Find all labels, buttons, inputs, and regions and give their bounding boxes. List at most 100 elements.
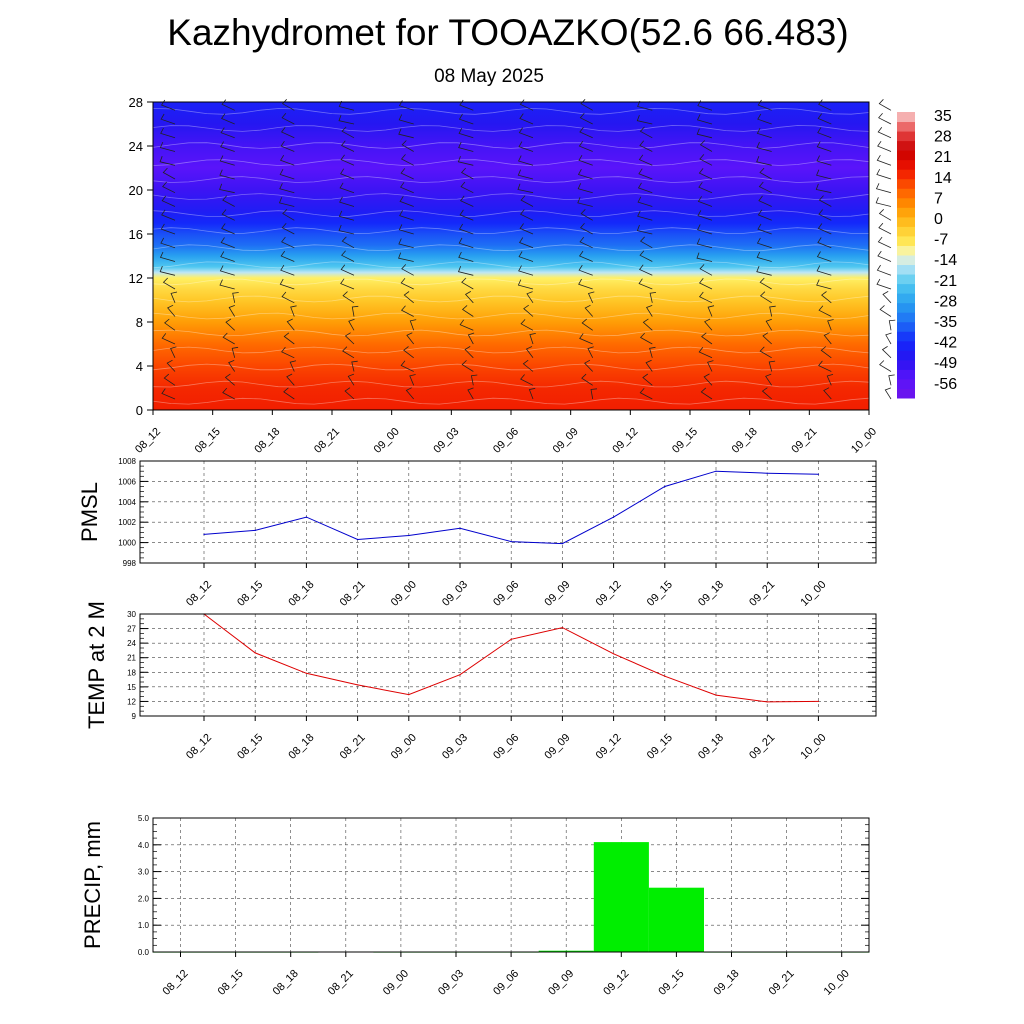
wind-barb — [877, 140, 892, 152]
colorbar-swatch — [897, 235, 915, 246]
wind-barb — [338, 224, 355, 235]
x-tick-label: 09_03 — [440, 579, 470, 609]
wind-barb — [161, 195, 176, 207]
wind-barb — [347, 373, 355, 386]
wind-barb — [758, 195, 772, 207]
temp-panel: 9 12 15 18 21 24 27 30 08_12 08_15 08_18 08_21 09_00… — [84, 601, 877, 762]
wind-barb — [459, 195, 474, 207]
wind-barb — [517, 183, 534, 194]
cross-section-panel: 0 4 8 12 16 20 24 28 08_12 08_15 08_18 08_21 09_00 09… — [129, 95, 896, 456]
contour-line — [152, 125, 870, 132]
wind-barb — [756, 237, 772, 249]
y-tick-label: 1008 — [118, 457, 136, 466]
wind-barb — [342, 291, 355, 304]
wind-barb — [584, 304, 593, 317]
wind-barb — [697, 224, 713, 235]
wind-barb — [518, 265, 534, 276]
plot-frame — [139, 613, 877, 717]
wind-barb — [817, 127, 832, 139]
wind-barb — [636, 114, 653, 125]
data-point — [715, 694, 717, 696]
wind-barb — [757, 223, 772, 235]
wind-barb — [461, 360, 474, 372]
wind-barb — [821, 291, 832, 304]
wind-barb — [286, 373, 295, 386]
contour-line — [152, 193, 870, 200]
wind-barb — [159, 251, 176, 262]
x-tick-label: 08_18 — [286, 579, 316, 609]
colorbar-swatch — [897, 169, 915, 180]
wind-barb — [526, 291, 534, 304]
x-tick-label: 09_06 — [491, 968, 521, 998]
wind-barb — [220, 141, 235, 152]
wind-barb — [340, 264, 355, 276]
wind-barb — [878, 222, 892, 235]
wind-barb — [281, 99, 295, 111]
wind-barb — [888, 319, 896, 331]
colorbar-label: 14 — [934, 170, 952, 187]
colorbar-label: 35 — [934, 108, 952, 125]
wind-barb — [697, 210, 713, 221]
wind-barb — [231, 346, 239, 358]
y-tick-label: 28 — [129, 95, 143, 110]
wind-barb — [403, 346, 414, 359]
wind-barb — [761, 387, 772, 400]
wind-barb — [280, 140, 295, 152]
x-tick-label: 08_21 — [312, 426, 342, 456]
colorbar-swatch — [897, 274, 915, 285]
wind-barb — [579, 126, 593, 139]
wind-barb — [161, 333, 176, 345]
data-point — [408, 534, 410, 537]
data-point — [305, 516, 307, 518]
wind-barb — [459, 319, 474, 331]
wind-barb — [816, 279, 832, 290]
wind-barb — [520, 195, 534, 207]
colorbar-swatch — [897, 140, 915, 151]
wind-barb — [817, 223, 832, 235]
wind-barb — [762, 332, 772, 345]
x-tick-label: 10_00 — [798, 579, 828, 609]
x-tick-label: 09_00 — [372, 426, 402, 456]
wind-barb — [409, 374, 416, 386]
wind-barb — [638, 264, 653, 276]
x-tick-label: 09_06 — [491, 426, 521, 456]
data-point — [459, 527, 461, 529]
wind-barb — [403, 291, 414, 304]
wind-barb — [577, 197, 593, 207]
wind-barb — [222, 332, 235, 345]
wind-barb — [409, 319, 417, 331]
wind-barb — [645, 305, 653, 317]
wind-barb — [579, 222, 593, 235]
precip-bar — [593, 842, 649, 952]
wind-barb — [286, 318, 295, 331]
wind-barb — [400, 168, 414, 180]
wind-barb — [703, 373, 713, 386]
wind-barb — [698, 182, 713, 194]
colorbar-swatch — [897, 331, 915, 342]
wind-barb — [459, 223, 474, 235]
wind-barb — [163, 373, 176, 386]
wind-barb — [518, 127, 534, 139]
wind-barb — [769, 305, 776, 317]
x-tick-label: 09_15 — [670, 426, 700, 456]
wind-barb — [704, 318, 713, 331]
wind-barb — [341, 236, 355, 249]
wind-barb — [220, 251, 235, 262]
x-tick-label: 10_00 — [849, 426, 879, 456]
wind-barb — [639, 236, 653, 249]
wind-barb — [638, 154, 653, 166]
wind-barb — [699, 264, 713, 276]
colorbar: 35 28 21 14 7 0 -7 -14 -21 -28 -35 -42 -49 -56 — [897, 108, 957, 399]
colorbar-label: 21 — [934, 149, 952, 166]
wind-barb — [398, 238, 414, 249]
wind-barb — [399, 210, 414, 221]
colorbar-swatch — [897, 159, 915, 170]
wind-barb — [219, 279, 235, 290]
wind-barb — [400, 278, 414, 290]
wind-barb — [638, 168, 653, 180]
x-tick-label: 10_00 — [798, 732, 828, 762]
x-tick-label: 10_00 — [822, 968, 852, 998]
wind-barb — [279, 278, 295, 290]
y-tick-label: 5.0 — [138, 814, 150, 823]
wind-barb — [467, 332, 475, 345]
